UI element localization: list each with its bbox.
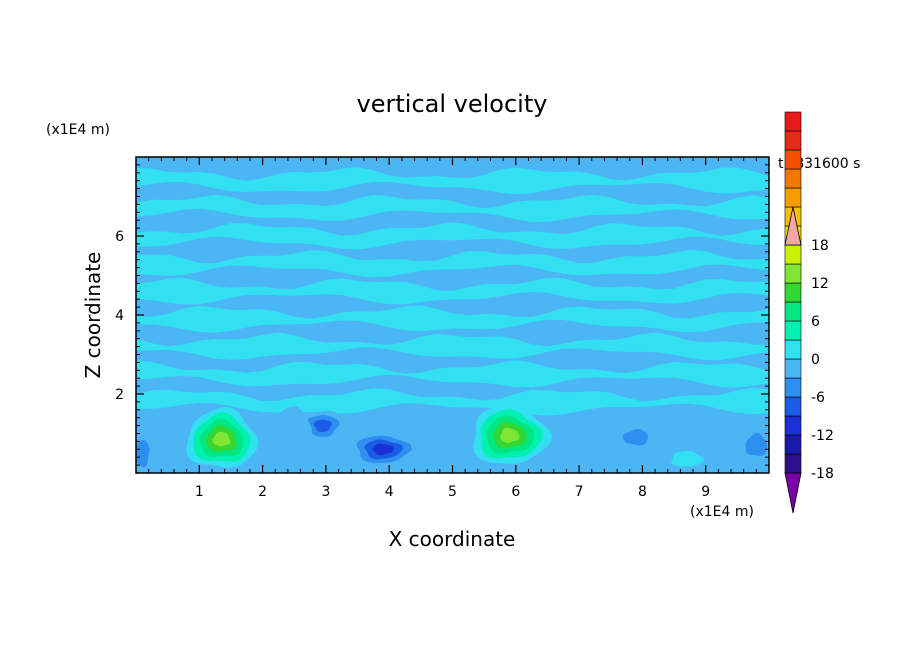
contour-level: [671, 450, 705, 467]
colorbar-bin: [784, 434, 802, 455]
contour-band: [136, 194, 769, 222]
colorbar-extend-high: [784, 206, 802, 246]
contour-level: [408, 407, 448, 464]
contour-level: [136, 439, 150, 468]
contour-feature: [186, 407, 259, 468]
x-axis: 1 2 3 4 5 6 7 8 9: [148, 157, 757, 500]
colorbar-bin: [784, 415, 802, 436]
x-tick-label: 9: [701, 484, 710, 500]
colorbar-tick-label: -6: [811, 390, 825, 406]
contour-level: [212, 431, 231, 447]
contour-feature: [350, 432, 422, 468]
contour-band: [136, 167, 769, 195]
contour-feature: [671, 450, 705, 467]
contour-feature: [473, 404, 552, 464]
y-unit-label: (x1E4 m): [46, 122, 110, 138]
contour-band: [136, 222, 769, 250]
colorbar-bin: [784, 282, 802, 303]
y-tick-label: 4: [115, 308, 124, 324]
contour-plot: [136, 157, 769, 473]
contour-band: [136, 277, 769, 305]
colorbar-bin: [784, 244, 802, 265]
colorbar-extend-low: [784, 472, 802, 514]
contour-feature: [408, 407, 448, 464]
contour-feature: [136, 429, 155, 473]
colorbar-bin: [784, 377, 802, 398]
x-tick-label: 8: [638, 484, 647, 500]
colorbar-bin: [784, 358, 802, 379]
y-tick-label: 2: [115, 387, 124, 403]
x-axis-label: X coordinate: [389, 527, 516, 551]
x-unit-label: (x1E4 m): [690, 504, 754, 520]
x-tick-label: 3: [321, 484, 330, 500]
colorbar-bin: [784, 320, 802, 341]
x-tick-label: 6: [511, 484, 520, 500]
colorbar-bin: [784, 453, 802, 474]
contour-band: [136, 360, 769, 388]
contour-band: [136, 332, 769, 361]
colorbar-tick-label: -12: [811, 428, 834, 444]
colorbar-bin: [784, 168, 802, 189]
x-tick-label: 2: [258, 484, 267, 500]
contour-band: [136, 305, 769, 333]
colorbar-tick-label: 18: [811, 238, 829, 254]
colorbar: 18 12 6 0 -6 -12 -18: [784, 111, 834, 514]
contour-level: [622, 428, 649, 446]
x-tick-label: 1: [195, 484, 204, 500]
chart-title: vertical velocity: [357, 90, 548, 118]
colorbar-bin: [784, 187, 802, 208]
contour-band: [136, 249, 769, 278]
colorbar-tick-label: 12: [811, 276, 829, 292]
contour-level: [745, 432, 768, 456]
x-tick-label: 7: [575, 484, 584, 500]
colorbar-tick-label: -18: [811, 466, 834, 482]
contour-level: [500, 427, 520, 443]
contour-level: [313, 419, 332, 433]
x-tick-label: 5: [448, 484, 457, 500]
x-tick-label: 4: [385, 484, 394, 500]
contour-feature: [279, 406, 313, 462]
contour-feature: [737, 423, 769, 465]
colorbar-tick-label: 6: [811, 314, 820, 330]
colorbar-bin: [784, 339, 802, 360]
colorbar-bin: [784, 111, 802, 132]
y-tick-label: 6: [115, 229, 124, 245]
contour-level: [279, 406, 313, 462]
contour-level: [372, 443, 394, 456]
colorbar-bin: [784, 301, 802, 322]
colorbar-bin: [784, 263, 802, 284]
colorbar-bin: [784, 130, 802, 151]
y-axis: 2 4 6: [115, 164, 769, 466]
y-axis-label: Z coordinate: [81, 252, 105, 379]
contour-feature: [613, 422, 658, 452]
colorbar-bin: [784, 396, 802, 417]
colorbar-bin: [784, 149, 802, 170]
colorbar-tick-label: 0: [811, 352, 820, 368]
